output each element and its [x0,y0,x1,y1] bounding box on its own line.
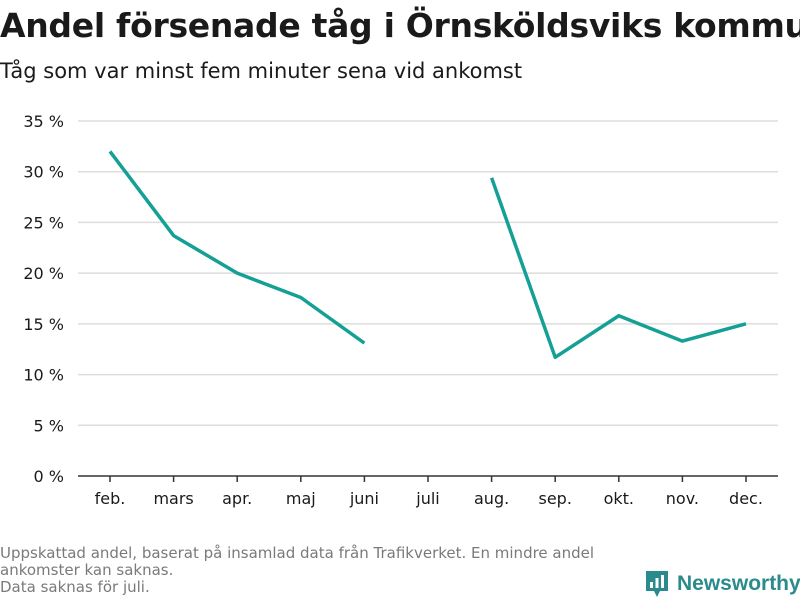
brand-name: Newsworthy [677,572,800,595]
x-tick-label: apr. [222,489,252,508]
x-tick-label: feb. [95,489,126,508]
x-tick-label: juni [349,489,379,508]
x-tick-label: nov. [666,489,699,508]
x-tick-label: aug. [474,489,509,508]
newsworthy-logo-icon [646,571,668,597]
x-axis-ticks: feb. mars apr. maj juni juli aug. sep. okt. nov. d… [95,476,763,508]
x-tick-label: sep. [538,489,571,508]
gridlines [78,120,778,427]
footnote-missing-data: Data saknas för juli. [0,578,150,596]
chart-subtitle: Tåg som var minst fem minuter sena vid a… [0,59,523,83]
y-tick-label: 0 % [34,467,64,486]
footnote-source: Uppskattad andel, baserat på insamlad da… [0,544,595,579]
y-tick-label: 10 % [23,366,64,385]
x-tick-label: dec. [729,489,763,508]
series-lines [108,150,747,360]
series-line [489,177,747,360]
chart-title: Andel försenade tåg i Örnsköldsviks komm… [0,6,800,45]
series-line [108,150,366,345]
y-tick-label: 15 % [23,315,64,334]
y-axis-ticks: 0 % 5 % 10 % 15 % 20 % 25 % 30 % 35 % [23,112,64,486]
y-tick-label: 25 % [23,213,64,232]
x-tick-label: juli [415,489,439,508]
brand-logo: Newsworthy [644,569,800,599]
footnote: Uppskattad andel, baserat på insamlad da… [0,545,640,596]
x-tick-label: okt. [604,489,634,508]
x-tick-label: mars [153,489,193,508]
x-tick-label: maj [286,489,316,508]
y-tick-label: 35 % [23,112,64,131]
y-tick-label: 30 % [23,163,64,182]
y-tick-label: 20 % [23,264,64,283]
y-tick-label: 5 % [34,416,64,435]
